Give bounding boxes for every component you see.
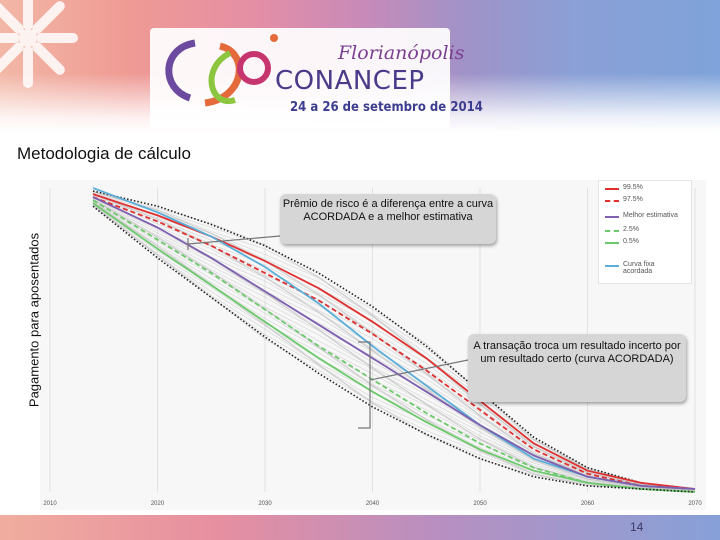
legend-swatch	[605, 230, 619, 232]
x-tick-label: 2050	[473, 501, 487, 507]
risk-premium-callout: Prêmio de risco é a diferença entre a cu…	[280, 194, 496, 244]
callout-leader-2	[358, 341, 469, 429]
x-tick-label: 2070	[688, 501, 702, 507]
legend-label: 97.5%	[623, 196, 643, 203]
series-line-2-5-	[92, 199, 696, 493]
legend-swatch	[605, 265, 619, 267]
callout-leader-1	[187, 235, 281, 250]
x-tick-label: 2020	[151, 501, 165, 507]
conancep-logo-icon	[150, 28, 450, 128]
projection-chart: 2010 2020 2030 2040 2050 2060 2070	[43, 187, 702, 507]
scenario-line	[92, 204, 696, 492]
conference-dates: 24 a 26 de setembro de 2014	[290, 100, 483, 115]
scenario-line	[92, 193, 696, 490]
legend-swatch	[605, 216, 619, 218]
x-tick-label: 2010	[43, 501, 57, 507]
scenario-line	[92, 204, 696, 492]
legend-swatch	[605, 242, 619, 244]
scenario-line	[92, 191, 696, 490]
legend-swatch	[605, 200, 619, 202]
legend-item: Curva fixa acordada	[605, 261, 691, 275]
scenario-line	[92, 193, 696, 490]
legend-label: Melhor estimativa	[623, 212, 678, 219]
y-axis-label: Pagamento para aposentados	[26, 232, 42, 408]
scenario-line	[92, 201, 696, 492]
series-line-melhor-estimativa	[92, 196, 696, 490]
legend-item: 0.5%	[605, 238, 691, 248]
legend-item: 97.5%	[605, 196, 691, 206]
scenario-line	[92, 199, 696, 491]
sunburst-icon	[0, 0, 78, 88]
x-tick-label: 2060	[581, 501, 595, 507]
x-tick-label: 2040	[366, 501, 380, 507]
legend-label: 99.5%	[623, 184, 643, 191]
conference-city: Florianópolis	[338, 42, 465, 64]
transaction-callout: A transação troca um resultado incerto p…	[468, 334, 686, 402]
legend-item: 99.5%	[605, 184, 691, 194]
scenario-line	[92, 196, 696, 491]
header-banner: Florianópolis CONANCEP 24 a 26 de setemb…	[0, 0, 720, 133]
legend-item: Melhor estimativa	[605, 212, 691, 222]
slide-title: Metodologia de cálculo	[17, 144, 191, 163]
series-line-0-5-	[92, 205, 696, 493]
series-line-0-5-	[92, 202, 696, 493]
x-tick-label: 2030	[258, 501, 272, 507]
series-line-97-5-	[92, 196, 696, 490]
scenario-line	[92, 191, 696, 490]
legend-item: 2.5%	[605, 226, 691, 236]
legend-swatch	[605, 188, 619, 190]
legend-label: 2.5%	[623, 226, 639, 233]
chart-legend: 99.5% 97.5% Melhor estimativa 2.5% 0.5% Curva…	[598, 180, 692, 284]
scenario-line	[92, 199, 696, 491]
scenario-line	[92, 201, 696, 492]
legend-label: Curva fixa acordada	[623, 261, 655, 275]
conference-name: CONANCEP	[275, 66, 425, 96]
legend-label: 0.5%	[623, 238, 639, 245]
page-number: 14	[630, 520, 644, 534]
footer-bar	[0, 515, 720, 540]
y-axis-label-wrap: Pagamento para aposentados	[22, 180, 46, 460]
